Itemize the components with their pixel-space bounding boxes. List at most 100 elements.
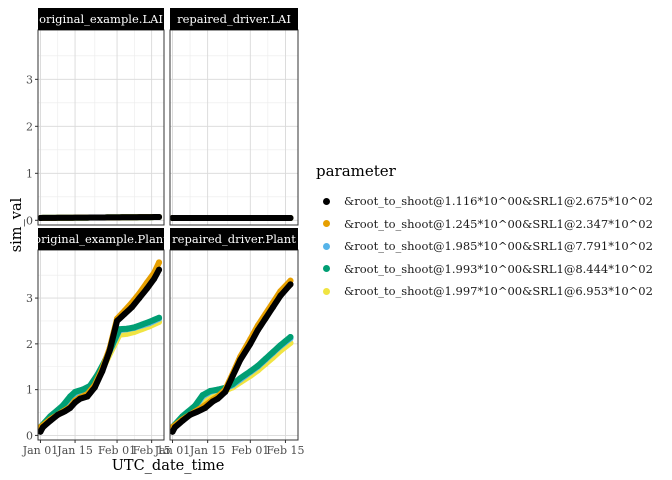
data-point-s1-1 <box>170 214 176 221</box>
series-line-1 <box>38 214 163 221</box>
x-tick-label: Jan 15 <box>189 444 226 457</box>
data-point-s1-14 <box>262 315 269 322</box>
data-point-s4-15 <box>146 318 153 325</box>
data-point-s4-5 <box>207 388 214 395</box>
legend-label: &root_to_shoot@1.993*10^00&SRL1@8.444*10… <box>344 261 653 276</box>
data-point-s4-14 <box>138 321 145 328</box>
data-point-s1-5 <box>62 408 69 415</box>
x-tick-label: Feb 01 <box>98 444 136 457</box>
data-point-s1-1 <box>38 214 44 221</box>
data-point-s4-4 <box>67 393 74 400</box>
data-point-s1-12 <box>247 340 254 347</box>
legend-key-dot <box>323 220 330 228</box>
legend-item: &root_to_shoot@1.985*10^00&SRL1@7.791*10… <box>316 235 666 258</box>
data-point-s4-6 <box>79 386 86 393</box>
data-point-s1-6 <box>202 404 209 411</box>
x-tick-label: Feb 01 <box>231 444 269 457</box>
x-tick-label: Jan 01 <box>154 444 191 457</box>
y-tick-label: 0 <box>26 429 33 442</box>
data-point-s4-14 <box>277 342 284 349</box>
data-point-s1-9 <box>222 388 229 395</box>
series-group <box>38 259 163 435</box>
facet-panel-3: original_example.Plant 0 1 2 3 Jan 01 Jan 15 Fe… <box>22 228 171 457</box>
facet-strip-label: original_example.Plant <box>34 232 168 246</box>
data-point-s1-15 <box>269 304 276 311</box>
data-point-s1-13 <box>254 327 261 334</box>
data-point-s1-19 <box>156 266 163 273</box>
data-point-s1-9 <box>84 393 91 400</box>
data-point-s1-11 <box>237 356 244 363</box>
data-point-s1-8 <box>77 395 83 402</box>
data-point-s1-2 <box>39 424 46 431</box>
data-point-s4-12 <box>262 355 269 362</box>
data-point-s1-4 <box>54 411 61 418</box>
y-tick-label: 1 <box>26 384 33 397</box>
x-tick-label: Jan 15 <box>56 444 93 457</box>
series-group <box>38 214 163 221</box>
data-point-s1-7 <box>72 399 79 406</box>
x-tick-label: Feb 15 <box>133 444 171 457</box>
data-point-s4-11 <box>254 362 261 369</box>
y-tick-label: 0 <box>26 214 33 227</box>
data-point-s4-9 <box>237 375 244 382</box>
data-point-s4-3 <box>59 402 66 409</box>
data-point-s1-5 <box>194 408 201 415</box>
legend-item: &root_to_shoot@1.245*10^00&SRL1@2.347*10… <box>316 213 666 236</box>
legend-key-dot <box>323 287 330 295</box>
data-point-s1-11 <box>99 368 106 375</box>
x-tick-label: Jan 01 <box>22 444 59 457</box>
data-point-s4-13 <box>131 324 138 331</box>
data-point-s4-13 <box>269 349 276 356</box>
data-point-s1-16 <box>136 295 143 302</box>
data-point-s1-16 <box>277 292 284 299</box>
data-point-s1-17 <box>143 285 150 292</box>
data-point-s1-1 <box>38 428 44 435</box>
data-point-s1-8 <box>214 395 221 402</box>
data-point-s1-2 <box>156 214 163 221</box>
y-tick-label: 3 <box>26 292 33 305</box>
facet-panel-4: repaired_driver.Plant Jan 01 Jan 15 Feb 01F… <box>154 228 304 457</box>
facet-strip <box>170 8 298 30</box>
x-axis-title: UTC_date_time <box>112 458 225 474</box>
facet-strip <box>38 228 164 250</box>
data-point-s4-15 <box>287 333 294 340</box>
panel-background <box>170 30 298 225</box>
legend-item: &root_to_shoot@1.116*10^00&SRL1@2.675*10… <box>316 190 666 213</box>
data-point-s1-3 <box>179 417 186 424</box>
data-point-s1-4 <box>187 411 194 418</box>
y-tick-label: 2 <box>26 120 33 133</box>
data-point-s4-10 <box>247 368 254 375</box>
legend-key-dot <box>323 197 330 205</box>
facet-strip-label: repaired_driver.LAI <box>177 12 291 26</box>
y-tick-label: 2 <box>26 338 33 351</box>
legend-key-dot <box>323 265 330 273</box>
legend-key-dot <box>323 242 330 250</box>
x-tick-label: Feb 15 <box>266 444 304 457</box>
legend-label: &root_to_shoot@1.116*10^00&SRL1@2.675*10… <box>344 194 653 209</box>
legend-label: &root_to_shoot@1.985*10^00&SRL1@7.791*10… <box>344 239 653 254</box>
data-point-s1-1 <box>170 428 176 435</box>
data-point-s4-5 <box>72 388 79 395</box>
legend-item: &root_to_shoot@1.993*10^00&SRL1@8.444*10… <box>316 258 666 281</box>
facet-strip-label: repaired_driver.Plant <box>172 232 296 246</box>
legend-title: parameter <box>316 162 396 180</box>
legend-label: &root_to_shoot@1.245*10^00&SRL1@2.347*10… <box>344 216 653 231</box>
data-point-s2-17 <box>156 259 163 266</box>
facet-panel-1: original_example.LAI 0 1 2 3 <box>26 8 165 227</box>
data-point-s1-3 <box>47 417 54 424</box>
data-point-s1-10 <box>229 372 236 379</box>
facet-strip <box>38 8 164 30</box>
data-point-s1-2 <box>287 214 294 221</box>
data-point-s1-17 <box>287 281 294 288</box>
data-point-s1-7 <box>209 398 216 405</box>
data-point-s1-18 <box>151 275 158 282</box>
data-point-s1-6 <box>67 404 74 411</box>
facet-strip-label: original_example.LAI <box>39 12 163 26</box>
data-point-s1-14 <box>121 311 128 318</box>
data-point-s1-13 <box>114 317 121 324</box>
series-group <box>170 214 294 221</box>
data-point-s1-15 <box>128 304 135 311</box>
panel-background <box>38 30 164 225</box>
series-group <box>170 277 294 435</box>
